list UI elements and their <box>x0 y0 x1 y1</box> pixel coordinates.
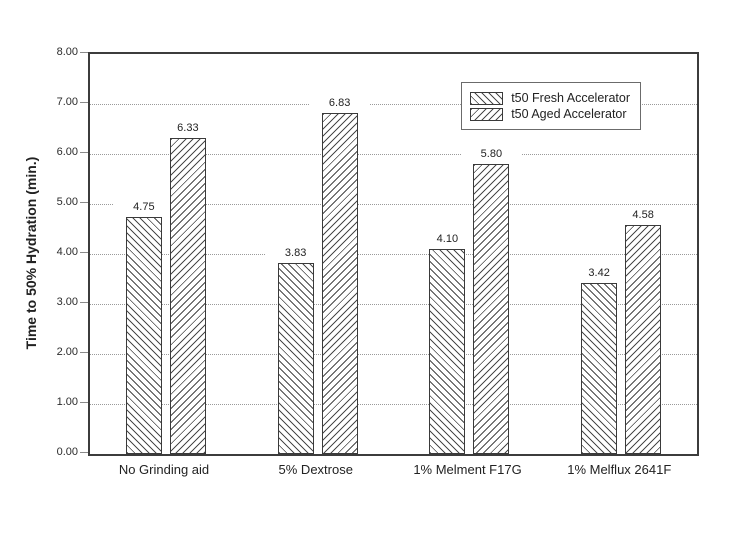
y-tick-label: 4.00 <box>56 246 78 258</box>
gridline <box>90 104 697 105</box>
gridline <box>90 204 697 205</box>
y-tick-label: 3.00 <box>56 296 78 308</box>
y-tick-mark <box>80 102 88 103</box>
y-tick-mark <box>80 352 88 353</box>
bar-value-label: 6.83 <box>309 96 370 110</box>
category-label: 1% Melflux 2641F <box>567 462 672 477</box>
gridline <box>90 354 697 355</box>
gridline <box>90 154 697 155</box>
y-tick-mark <box>80 452 88 453</box>
bar-fresh <box>277 262 314 454</box>
gridline <box>90 404 697 405</box>
y-tick-mark <box>80 152 88 153</box>
plot-area: 4.75 6.33 3.83 6.83 4.10 5.80 3.42 4.58 t50 Fre… <box>88 52 699 456</box>
bar-fresh <box>125 216 162 454</box>
bar-value-label: 3.83 <box>265 246 326 260</box>
y-tick-label: 7.00 <box>56 96 78 108</box>
y-tick-label: 0.00 <box>56 446 78 458</box>
y-tick-mark <box>80 402 88 403</box>
gridline <box>90 254 697 255</box>
bar-value-label: 6.33 <box>157 121 218 135</box>
y-tick-label: 6.00 <box>56 146 78 158</box>
y-tick-mark <box>80 302 88 303</box>
bar-value-label: 5.80 <box>461 148 522 161</box>
legend: t50 Fresh Accelerator t50 Aged Accelerat… <box>461 82 641 130</box>
fresh-hatch-swatch <box>470 91 504 105</box>
y-tick-label: 2.00 <box>56 346 78 358</box>
bar-aged <box>473 164 510 454</box>
bar-value-label: 4.58 <box>613 209 674 222</box>
category-label: No Grinding aid <box>118 462 210 477</box>
bar-fresh <box>429 249 466 454</box>
bar-value-label: 4.10 <box>417 233 478 246</box>
category-label: 1% Melment F17G <box>413 462 522 477</box>
y-tick-label: 5.00 <box>56 196 78 208</box>
legend-label-aged: t50 Aged Accelerator <box>511 107 627 121</box>
bar-fresh <box>581 283 618 454</box>
bar-aged <box>625 225 662 454</box>
category-label: 5% Dextrose <box>278 462 353 477</box>
y-tick-mark <box>80 252 88 253</box>
bar-aged <box>321 112 358 454</box>
aged-hatch-swatch <box>470 107 504 121</box>
legend-label-fresh: t50 Fresh Accelerator <box>511 91 630 105</box>
legend-item-fresh: t50 Fresh Accelerator <box>470 91 630 105</box>
y-tick-mark <box>80 52 88 53</box>
bar-value-label: 4.75 <box>113 200 174 214</box>
bar-value-label: 3.42 <box>569 267 630 280</box>
gridline <box>90 304 697 305</box>
legend-item-aged: t50 Aged Accelerator <box>470 107 630 121</box>
bar-aged <box>169 137 206 454</box>
y-tick-mark <box>80 202 88 203</box>
y-tick-label: 8.00 <box>56 46 78 58</box>
y-tick-label: 1.00 <box>56 396 78 408</box>
